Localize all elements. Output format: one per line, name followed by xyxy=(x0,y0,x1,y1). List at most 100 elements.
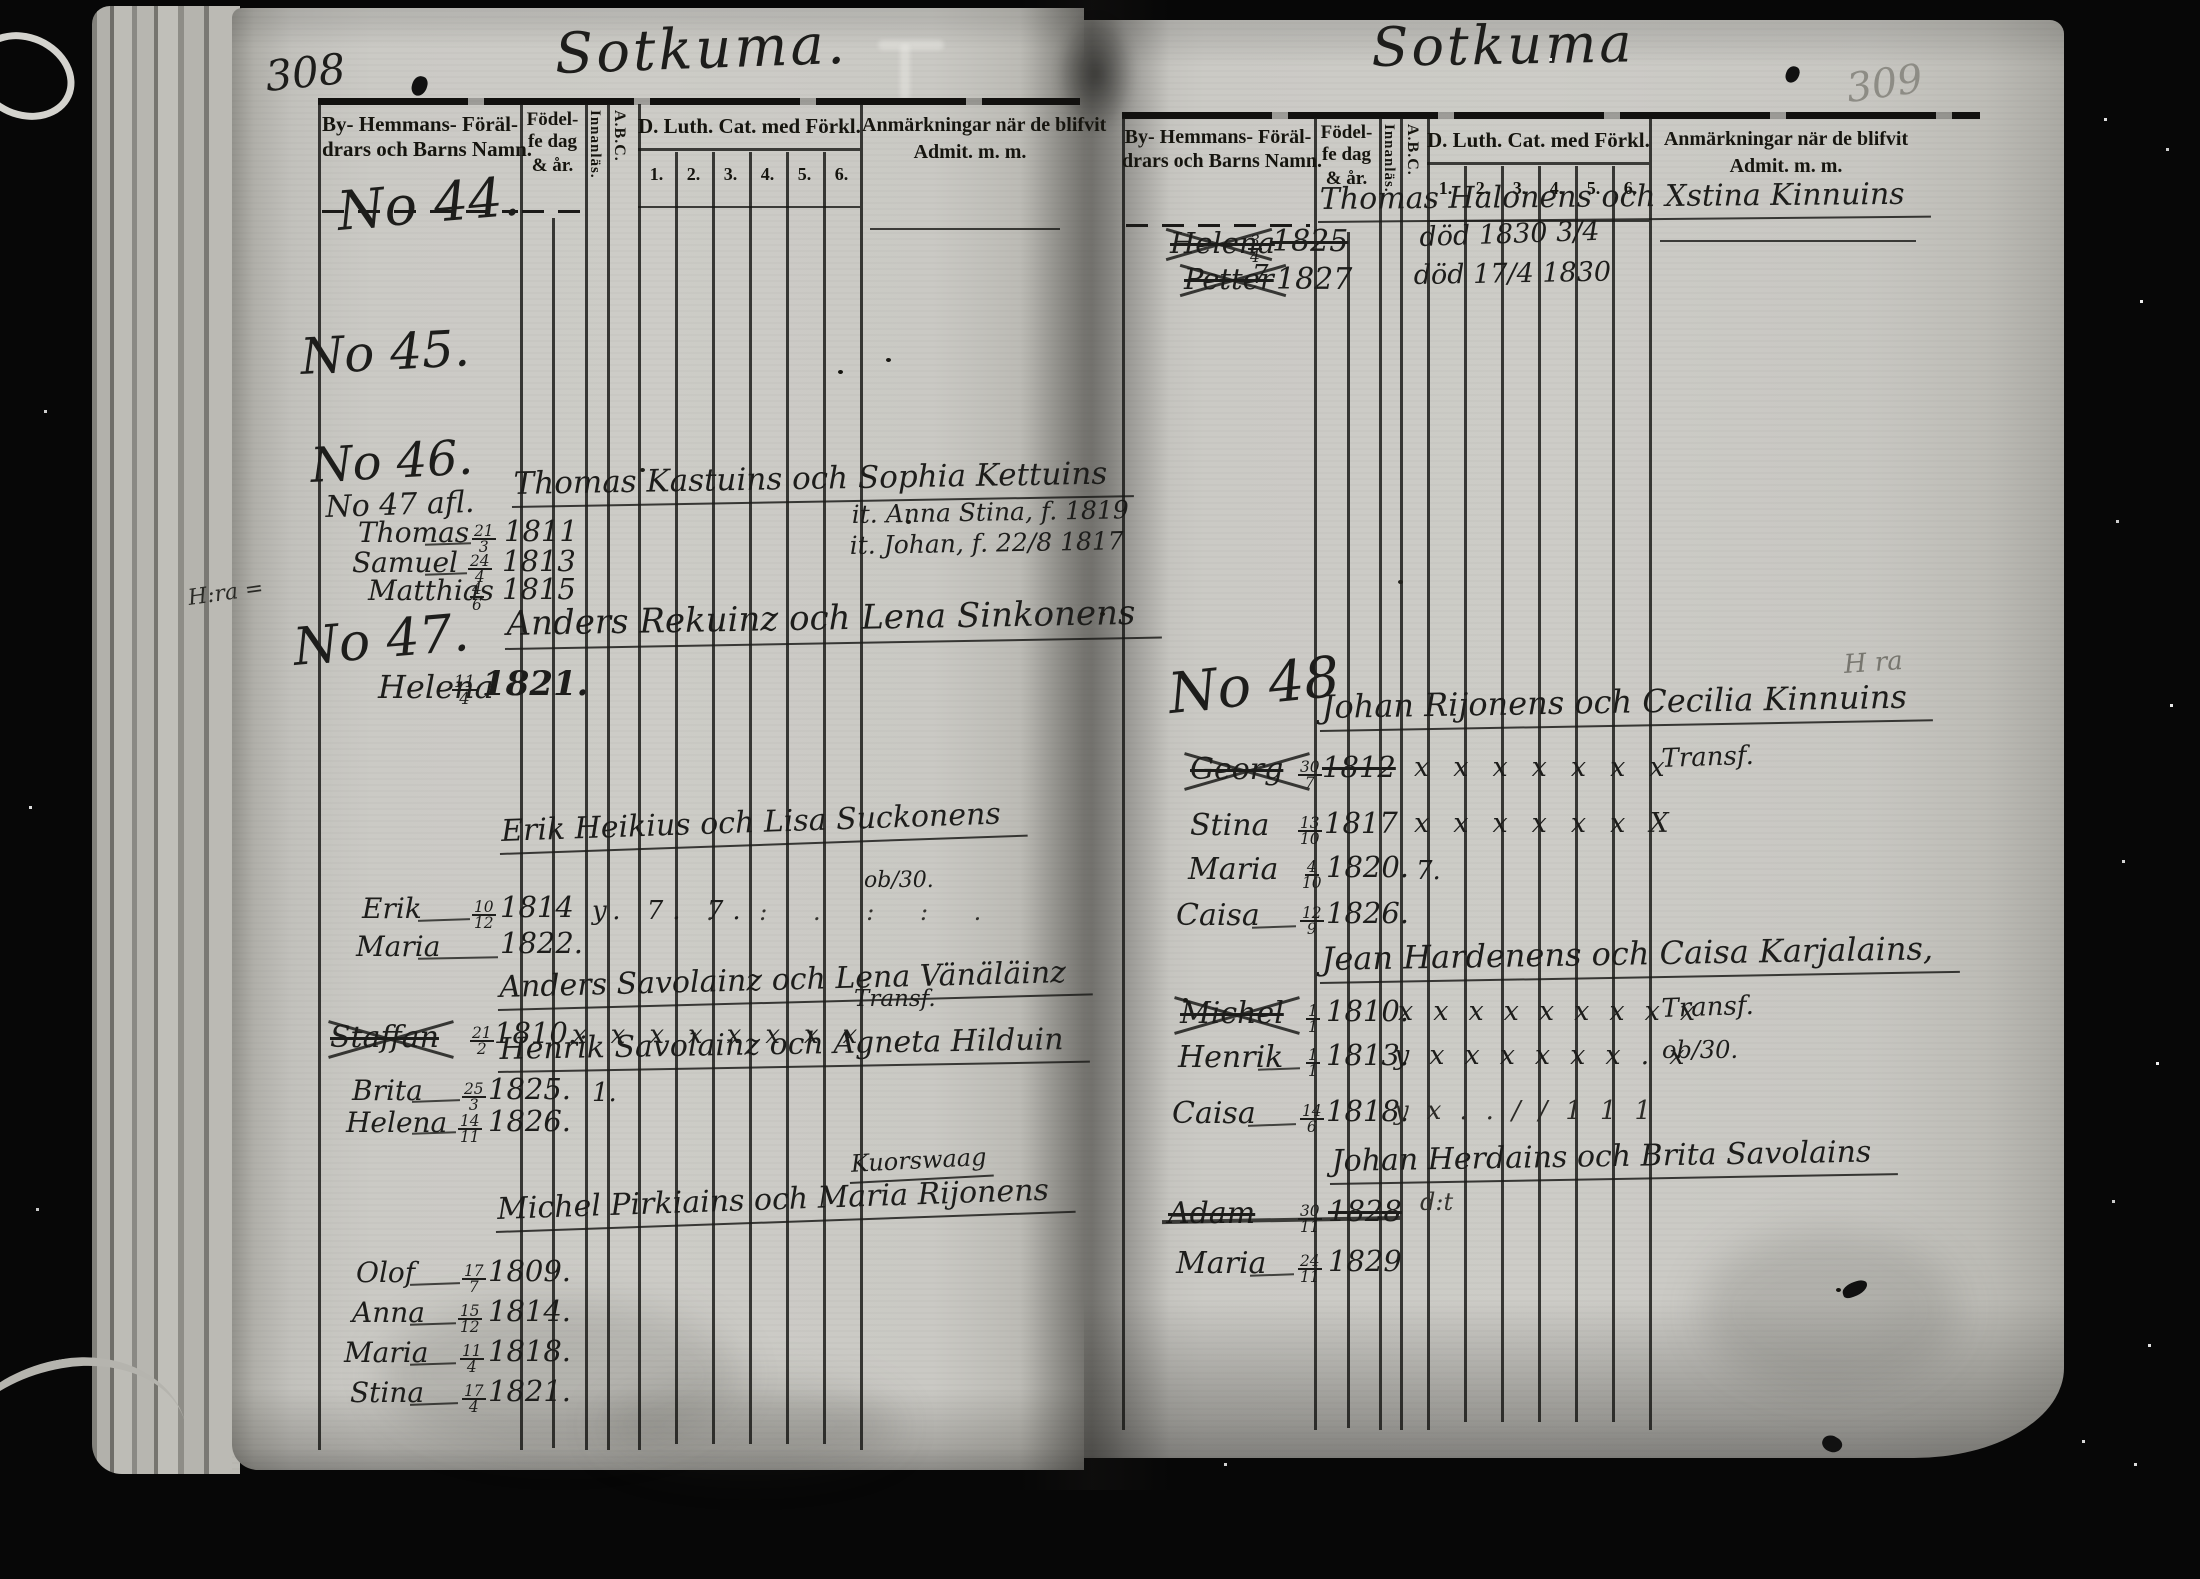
remark-note: it. Johan, f. 22/8 1817 xyxy=(849,526,1124,560)
table-line xyxy=(1464,166,1467,1422)
birth-date: 17 7 xyxy=(462,1261,486,1297)
birth-date: 24 4 xyxy=(468,551,492,587)
birth-year: 1828 xyxy=(1328,1194,1402,1228)
book-page-edges xyxy=(92,6,240,1474)
table-line xyxy=(638,104,641,1450)
table-line xyxy=(786,152,789,1444)
table-line xyxy=(1501,166,1504,1422)
birth-year: 1825. xyxy=(488,1072,572,1106)
page-number: 308 xyxy=(262,43,348,101)
remark-note: Transf. xyxy=(854,986,936,1012)
col-header-names: drars och Barns Namn. xyxy=(322,137,533,161)
dash-connector xyxy=(417,918,471,922)
col-header-cat4: 4. xyxy=(760,164,775,184)
birth-year: 1817 xyxy=(1324,806,1398,840)
child-name: Brita xyxy=(352,1074,423,1107)
col-header-birth: & år. xyxy=(531,155,574,176)
child-name: Erik xyxy=(362,892,422,925)
col-header-reading: Innanläs. xyxy=(1381,124,1397,193)
table-line xyxy=(1612,166,1615,1422)
dust-specks xyxy=(2104,118,2107,121)
col-header-birth: fe dag xyxy=(527,131,578,152)
table-line xyxy=(1347,232,1350,1428)
family-name: Johan Herdains och Brita Savolains xyxy=(1329,1134,1898,1185)
catechism-marks: y. 7. 7. xyxy=(592,896,750,926)
table-line xyxy=(1379,118,1382,1430)
child-name: Olof xyxy=(356,1256,416,1289)
birth-date: 11 4 xyxy=(452,671,477,709)
table-line xyxy=(1427,220,1649,222)
cross-out-mark xyxy=(1182,748,1312,792)
table-top-rule xyxy=(1122,112,1980,119)
remark-note: ob/30. xyxy=(1662,1036,1739,1064)
col-header-cat6: 6. xyxy=(834,164,849,184)
household-number: No 44. xyxy=(334,164,523,243)
col-header-birth: & år. xyxy=(1325,168,1368,189)
table-line xyxy=(1427,118,1430,1430)
catechism-marks: yxxxxxx.x xyxy=(1394,1040,1705,1071)
page-title: Sotkuma. xyxy=(553,11,849,88)
birth-year: 1818. xyxy=(1326,1094,1410,1128)
col-header-names: By- Hemmans- Föräl- xyxy=(1124,126,1312,148)
birth-date: 10 12 xyxy=(472,897,496,933)
ghost-ink-mark xyxy=(878,40,944,50)
birth-year: 1821. xyxy=(488,1374,572,1408)
table-line xyxy=(823,152,826,1444)
table-line xyxy=(870,228,1060,230)
col-header-birth: Födel- xyxy=(1320,122,1373,143)
catechism-marks: 1. xyxy=(592,1078,617,1108)
birth-year: 1814 xyxy=(500,890,574,924)
col-header-abc: A.B.C. xyxy=(1404,124,1421,176)
child-name: Adam xyxy=(1168,1196,1256,1231)
page-title: Sotkuma xyxy=(1370,11,1636,80)
birth-date: 30 7 xyxy=(1298,757,1322,793)
dash-connector xyxy=(1247,1123,1297,1127)
family-name: Jean Hardenens och Caisa Karjalains, xyxy=(1319,928,1960,984)
catechism-marks: yx..//111 xyxy=(1394,1096,1670,1126)
cross-out-mark xyxy=(326,1018,456,1058)
birth-date: 21 3 xyxy=(472,521,496,557)
table-line xyxy=(712,152,715,1444)
child-name: Matthias xyxy=(368,574,494,607)
table-line xyxy=(675,152,678,1444)
child-name: Maria xyxy=(1188,852,1279,887)
ink-blot xyxy=(1783,64,1802,85)
catechism-marks: xxxxxxxxx xyxy=(1398,996,1716,1027)
col-header-cat2: 2. xyxy=(1475,178,1490,198)
birth-year: 1827 xyxy=(1276,262,1353,297)
col-header-cat5: 5. xyxy=(1586,178,1601,198)
table-line xyxy=(1649,118,1652,1430)
paper-stain xyxy=(1700,1230,1960,1390)
birth-year: 1821. xyxy=(482,664,589,704)
birth-year: 1809. xyxy=(488,1254,572,1288)
table-line xyxy=(1660,240,1916,242)
birth-year: 1826. xyxy=(488,1104,572,1138)
birth-year: 1810. xyxy=(494,1016,578,1050)
birth-year: 1820. xyxy=(1326,850,1410,884)
remark-note: död 1830 3/4 xyxy=(1418,215,1601,253)
household-number: No 46. xyxy=(309,429,475,494)
col-header-cat2: 2. xyxy=(686,164,701,184)
birth-year: 1826. xyxy=(1326,896,1410,930)
birth-date: 4 10 xyxy=(1302,857,1322,893)
birth-date: 12 9 xyxy=(1300,903,1324,939)
dash-connector xyxy=(411,1099,461,1103)
table-line xyxy=(638,206,860,208)
birth-year: 1813 xyxy=(502,544,576,578)
household-number: No 45. xyxy=(298,319,472,386)
col-header-remarks: Anmärkningar när de blifvit xyxy=(1663,128,1909,150)
book-corner-curve xyxy=(0,16,89,136)
family-name: Johan Rijonens och Cecilia Kinnuins xyxy=(1319,677,1934,732)
table-line xyxy=(860,104,863,1450)
ink-blot xyxy=(1819,1432,1845,1456)
child-name: Caisa xyxy=(1176,898,1260,933)
dash-connector xyxy=(409,1282,461,1286)
remark-note: it. Anna Stina, f. 1819 xyxy=(851,495,1129,529)
col-header-cat1: 1. xyxy=(649,164,664,184)
table-line xyxy=(749,152,752,1444)
ink-specks xyxy=(838,370,843,374)
catechism-marks: 7. xyxy=(1416,856,1441,886)
birth-year: 1822. xyxy=(500,926,584,960)
catechism-marks: xxxxxxx xyxy=(1414,752,1689,783)
